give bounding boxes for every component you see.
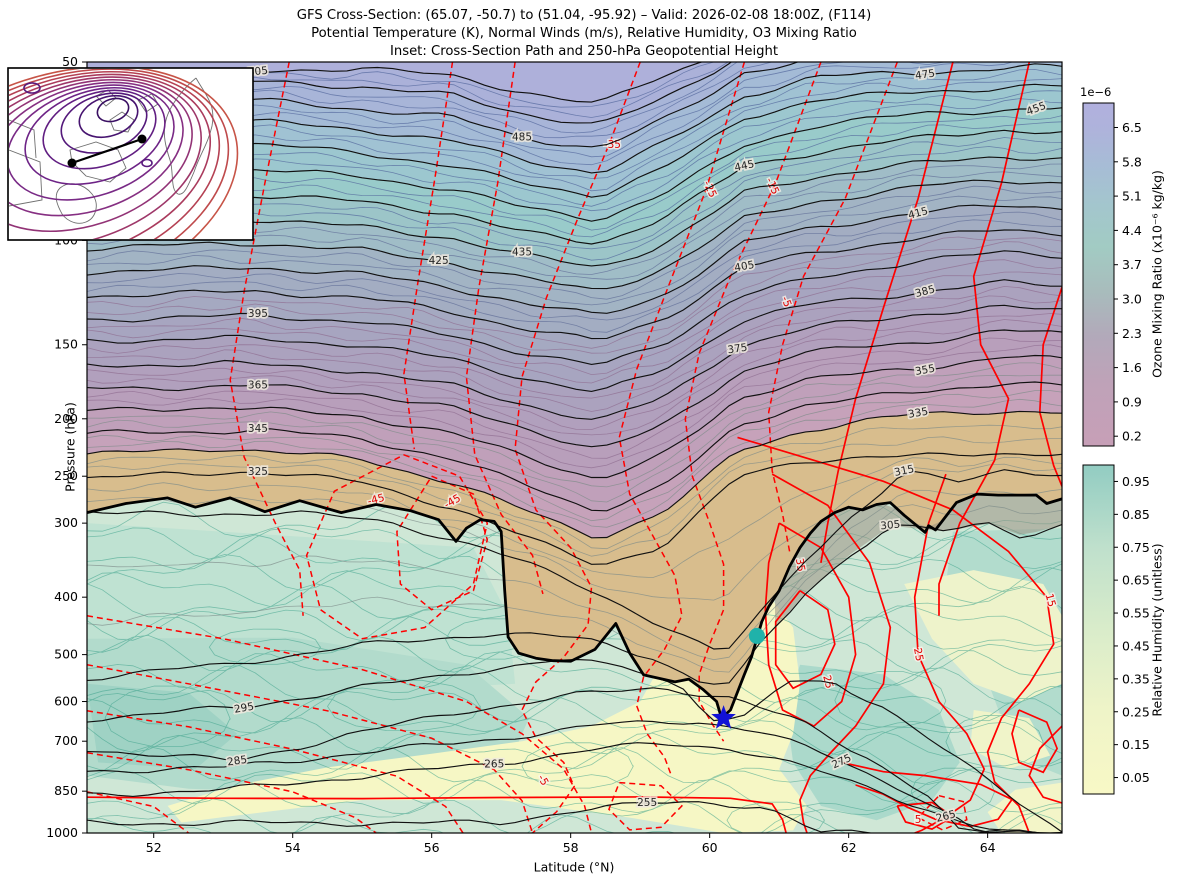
y-tick-label: 250: [54, 468, 78, 483]
y-tick-label: 50: [62, 54, 78, 69]
isentrope-label: 355: [914, 363, 936, 378]
rh-tick-label: 0.25: [1122, 704, 1150, 719]
wind-contour-label: 25: [911, 647, 925, 662]
rh-tick-label: 0.95: [1122, 474, 1150, 489]
rh-tick-label: 0.55: [1122, 606, 1150, 621]
dot-marker: [748, 627, 765, 644]
isentrope-label: 265: [484, 758, 504, 770]
isentrope-label: 285: [226, 754, 248, 769]
path-endpoint-east: [137, 134, 147, 144]
x-tick-label: 58: [563, 840, 579, 855]
isentrope-label: 405: [733, 259, 755, 274]
rh-tick-label: 0.65: [1122, 573, 1150, 588]
o3-tick-label: 6.5: [1122, 120, 1142, 135]
y-tick-label: 400: [54, 589, 78, 604]
y-tick-label: 200: [54, 411, 78, 426]
o3-tick-label: 3.7: [1122, 257, 1142, 272]
wind-contours: [87, 62, 1062, 833]
y-tick-label: 600: [54, 694, 78, 709]
x-tick-label: 56: [424, 840, 440, 855]
isentrope-label: 425: [429, 255, 449, 267]
rh-tick-label: 0.15: [1122, 737, 1150, 752]
path-endpoint-west: [67, 158, 77, 168]
isentrope-label: 485: [512, 132, 532, 144]
isentrope-label: 475: [914, 68, 936, 83]
x-tick-label: 64: [980, 840, 996, 855]
wind-contour-label: 35: [793, 557, 807, 572]
x-axis-label: Latitude (°N): [533, 859, 615, 875]
wind-contour-label: 5: [915, 814, 922, 826]
chart-title-block: GFS Cross-Section: (65.07, -50.7) to (51…: [0, 7, 1168, 61]
y-tick-label: 150: [54, 337, 78, 352]
tropopause-line: [87, 492, 1062, 720]
y-tick-label: 850: [54, 783, 78, 798]
star-marker: [711, 705, 736, 729]
o3-tick-label: 0.2: [1122, 429, 1142, 444]
title-line-2: Potential Temperature (K), Normal Winds …: [311, 26, 857, 41]
y-tick-label: 1000: [46, 825, 78, 840]
isentrope-label: 345: [248, 423, 268, 435]
y-axis-label: Pressure (hPa): [62, 402, 78, 492]
isentrope-label: 295: [233, 701, 255, 716]
y-tick-label: 300: [54, 515, 78, 530]
o3-tick-label: 2.3: [1122, 326, 1142, 341]
isentrope-label: 395: [248, 308, 268, 320]
isentrope-label: 305: [880, 519, 901, 533]
x-tick-label: 54: [285, 840, 301, 855]
y-tick-label: 700: [54, 733, 78, 748]
rh-tick-label: 0.85: [1122, 507, 1150, 522]
ozone-colorbar-title: Ozone Mixing Ratio (x10⁻⁶ kg/kg): [1149, 170, 1165, 378]
title-line-1: GFS Cross-Section: (65.07, -50.7) to (51…: [296, 8, 872, 23]
cross-section-path-line: [71, 137, 143, 165]
isentrope-label: 375: [727, 342, 749, 357]
x-tick-label: 52: [146, 840, 162, 855]
rh-tick-label: 0.05: [1122, 770, 1150, 785]
o3-tick-label: 4.4: [1122, 223, 1142, 238]
y-tick-label: 500: [54, 647, 78, 662]
o3-tick-label: 5.8: [1122, 154, 1142, 169]
isentrope-label: 325: [248, 466, 268, 478]
x-tick-label: 60: [702, 840, 718, 855]
wind-contour-label: -35: [604, 139, 621, 151]
isentrope-label: 365: [248, 379, 268, 391]
rh-tick-label: 0.35: [1122, 671, 1150, 686]
rh-tick-label: 0.45: [1122, 638, 1150, 653]
rh-tick-label: 0.75: [1122, 540, 1150, 555]
isentrope-label: 315: [893, 463, 915, 479]
title-line-3: Inset: Cross-Section Path and 250-hPa Ge…: [389, 44, 779, 59]
isentrope-label: 435: [512, 246, 532, 258]
o3-tick-label: 0.9: [1122, 394, 1142, 409]
o3-tick-label: 1.6: [1122, 360, 1142, 375]
isentrope-label: 335: [907, 406, 929, 421]
inset-map: [7, 67, 254, 241]
o3-tick-label: 3.0: [1122, 292, 1142, 307]
o3-tick-label: 5.1: [1122, 189, 1142, 204]
x-tick-label: 62: [841, 840, 857, 855]
isentrope-label: 255: [637, 797, 657, 809]
axes-frame: [86, 61, 1063, 834]
o3-colorbar: [1082, 102, 1115, 447]
wind-contour-label: 15: [1043, 592, 1058, 608]
rh-colorbar: [1082, 464, 1115, 795]
ozone-colorbar-offset-label: 1e−6: [1080, 85, 1112, 99]
rh-colorbar-title: Relative Humidity (unitless): [1149, 543, 1165, 717]
